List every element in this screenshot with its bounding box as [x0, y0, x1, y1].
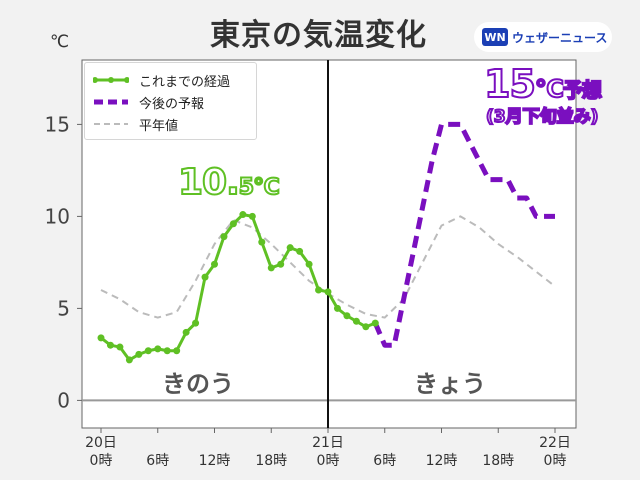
legend-item-forecast: 今後の予報 — [93, 91, 248, 113]
label-yesterday: きのう — [162, 370, 234, 398]
observed-point — [277, 260, 285, 268]
observed-point — [106, 341, 114, 349]
x-tick-date: 21日 — [312, 435, 344, 451]
weathernews-logo-text: ウェザーニュース — [512, 30, 608, 45]
y-tick-label: 5 — [57, 296, 70, 320]
forecast-max-value: 15 — [483, 61, 537, 107]
y-tick-label: 10 — [45, 204, 70, 228]
observed-point — [362, 323, 370, 331]
observed-point — [154, 345, 162, 353]
observed-point — [305, 260, 313, 268]
forecast-max-unit: ℃ — [534, 74, 565, 104]
forecast-max-word: 予想 — [562, 77, 603, 103]
forecast-max-label: 15℃予想 (3月下旬並み) — [483, 61, 603, 128]
observed-point — [258, 238, 266, 246]
y-tick-label: 15 — [45, 112, 70, 136]
yesterday-max-decimal: 5℃ — [238, 174, 281, 201]
legend-label-observed: これまでの経過 — [139, 74, 231, 90]
label-today: きょう — [414, 370, 486, 398]
observed-point — [343, 312, 351, 320]
x-tick-date: 20日 — [85, 435, 117, 451]
x-tick-label: 18時 — [482, 453, 514, 469]
x-tick-date: 22日 — [539, 435, 571, 451]
legend-swatch-normal — [94, 123, 128, 125]
observed-point — [267, 264, 275, 272]
weathernews-logo: WN ウェザーニュース — [474, 22, 612, 52]
x-tick-label: 18時 — [255, 453, 287, 469]
observed-point — [116, 343, 124, 351]
observed-point — [352, 317, 360, 325]
y-axis-unit: ℃ — [50, 32, 70, 52]
observed-point — [248, 212, 256, 220]
observed-point — [173, 347, 181, 355]
forecast-max-note: (3月下旬並み) — [485, 106, 599, 128]
observed-point — [97, 334, 105, 342]
y-tick-label: 0 — [57, 388, 70, 412]
yesterday-max-label: 10.5℃ — [177, 161, 281, 204]
observed-point — [182, 328, 190, 336]
observed-point — [211, 260, 218, 268]
chart-legend: これまでの経過 今後の予報 平年値 — [84, 62, 257, 140]
legend-label-normal: 平年値 — [139, 118, 179, 134]
chart-title: 東京の気温変化 — [210, 18, 427, 53]
observed-point — [201, 273, 209, 281]
observed-point — [229, 220, 237, 228]
x-tick-label: 0時 — [317, 453, 340, 469]
observed-point — [315, 286, 323, 294]
x-tick-label: 12時 — [199, 453, 231, 469]
observed-point — [333, 304, 341, 312]
observed-point — [286, 244, 294, 252]
observed-point — [192, 319, 200, 327]
observed-point — [371, 319, 379, 327]
weathernews-logo-mark: WN — [482, 28, 508, 46]
legend-swatch-forecast — [94, 99, 128, 105]
legend-item-observed: これまでの経過 — [93, 69, 248, 91]
observed-point — [324, 288, 332, 296]
legend-item-normal: 平年値 — [93, 113, 248, 135]
observed-point — [144, 347, 152, 355]
x-tick-label: 0時 — [90, 453, 113, 469]
observed-point — [296, 247, 304, 255]
series-forecast-line — [372, 121, 555, 348]
observed-point — [239, 211, 247, 219]
observed-point — [220, 233, 228, 241]
legend-label-forecast: 今後の予報 — [139, 96, 205, 112]
legend-swatch-observed — [93, 77, 129, 83]
x-tick-label: 12時 — [426, 453, 458, 469]
yesterday-max-value: 10. — [177, 161, 241, 204]
observed-point — [125, 356, 133, 364]
observed-point — [163, 347, 171, 355]
x-tick-label: 6時 — [146, 453, 169, 469]
observed-point — [135, 350, 143, 358]
x-tick-label: 0時 — [544, 453, 567, 469]
x-tick-label: 6時 — [373, 453, 396, 469]
